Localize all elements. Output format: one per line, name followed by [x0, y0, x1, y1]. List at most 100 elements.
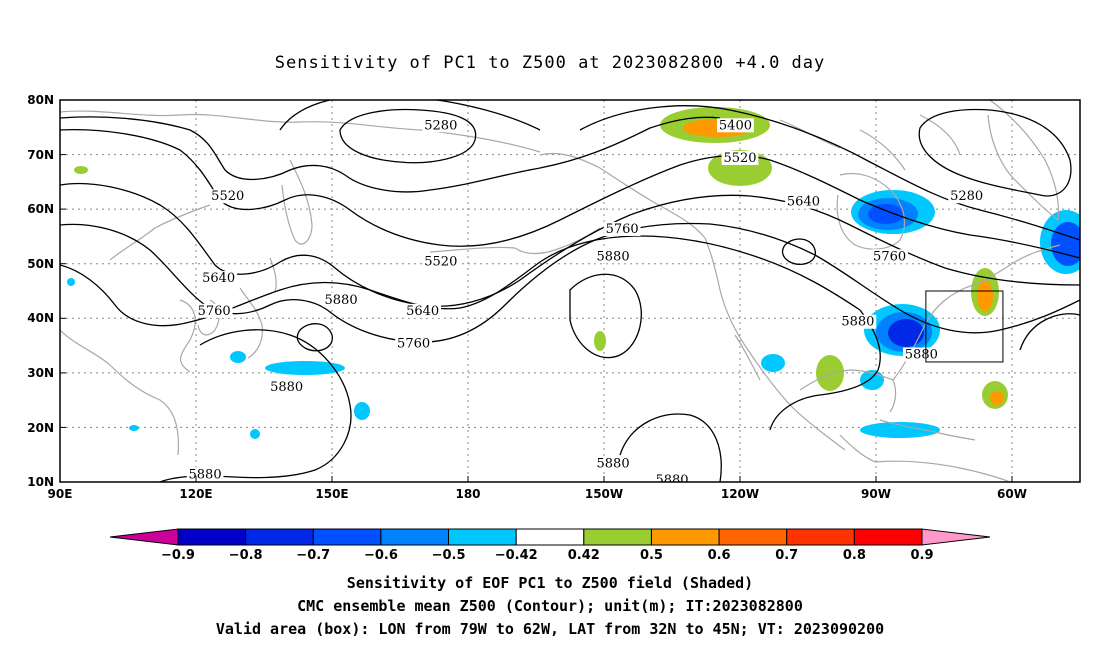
isoline-5760-low [781, 238, 816, 265]
contour-label: 5880 [655, 473, 688, 488]
contour-label: 5640 [406, 304, 439, 319]
colorbar-segment [245, 528, 314, 546]
coast-greenland [987, 100, 1060, 222]
colorbar-label: 0.8 [843, 548, 866, 563]
contour-label-bg [422, 254, 460, 269]
contour-label: 5760 [198, 304, 231, 319]
caption-valid-area: Valid area (box): LON from 79W to 62W, L… [216, 620, 884, 638]
colorbar-label: 0.5 [640, 548, 663, 563]
caption-contour: CMC ensemble mean Z500 (Contour); unit(m… [297, 597, 803, 615]
shade-siberia-pos [74, 166, 88, 174]
contour-label: 5880 [597, 249, 630, 264]
contour-label-bg [603, 221, 641, 236]
contour-label-bg [948, 189, 986, 204]
isoline-5280-east [918, 108, 1072, 197]
lon-label: 90E [48, 487, 73, 501]
contour-label-bg [839, 314, 877, 329]
tick-marks [60, 99, 1013, 482]
contour-label: 5520 [424, 255, 457, 270]
contour-label: 5760 [606, 222, 639, 237]
contour-label: 5640 [202, 271, 235, 286]
colorbar-segment [380, 528, 450, 546]
contour-label-bg [322, 292, 360, 307]
contour-label-bg [422, 118, 460, 133]
contour-label: 5880 [841, 315, 874, 330]
contour-label-bg [594, 456, 632, 471]
contour-label: 5760 [873, 249, 906, 264]
colorbar-label: −0.9 [161, 548, 195, 563]
shade-newengland-pos-core [977, 281, 993, 311]
latitude-labels: 80N 70N 60N 50N 40N 30N 20N 10N [27, 93, 54, 489]
coast-kamchatka [281, 159, 313, 245]
colorbar-high-end [921, 528, 991, 546]
lat-label: 20N [27, 421, 54, 435]
lat-label: 40N [27, 311, 54, 325]
coast-asia-east [60, 204, 211, 456]
shade-pacific-pos [594, 331, 606, 351]
contour-label: 5880 [905, 347, 938, 362]
contour-label: 5760 [397, 337, 430, 352]
colorbar-segment [786, 528, 855, 546]
lon-label: 150E [315, 487, 348, 501]
shade-gulf-pos [816, 355, 844, 391]
contour-label-bg [785, 194, 822, 209]
colorbar-label: 0.42 [568, 548, 600, 563]
longitude-labels: 90E 120E 150E 180 150W 120W 90W 60W [48, 487, 1027, 501]
contour-label-bg [721, 151, 759, 166]
coast-siberia-north [60, 110, 541, 153]
colorbar-label: −0.8 [229, 548, 263, 563]
isoline-5280-low [339, 108, 477, 164]
coast-caribbean [839, 419, 976, 463]
lat-label: 60N [27, 202, 54, 216]
captions: Sensitivity of EOF PC1 to Z500 field (Sh… [216, 574, 884, 638]
colorbar-segment [853, 528, 923, 546]
contour-label: 5400 [719, 118, 752, 133]
shade-wpac-neg5 [129, 425, 139, 431]
coast-aleutians [429, 246, 516, 253]
contour-label: 5280 [950, 189, 983, 204]
lon-label: 120W [721, 487, 759, 501]
colorbar-low-end [109, 528, 179, 546]
lon-label: 60W [997, 487, 1027, 501]
map-panel: 5280 5400 5520 5280 5520 5640 5760 5880 5520 5760… [27, 93, 1081, 501]
colorbar-label: −0.5 [432, 548, 466, 563]
shade-hudson-neg-core2 [868, 204, 904, 224]
contour-label-bg [200, 271, 238, 286]
contour-label-bg [871, 249, 908, 264]
coastlines [60, 100, 1061, 482]
coast-japan [239, 257, 277, 359]
lat-label: 50N [27, 257, 54, 271]
colorbar-segment [448, 528, 517, 546]
contour-label-bg [717, 118, 754, 133]
caption-shaded: Sensitivity of EOF PC1 to Z500 field (Sh… [347, 574, 753, 592]
isoline-arctic-1 [279, 100, 1080, 241]
valid-area-box [925, 290, 1004, 363]
map-frame [59, 99, 1081, 483]
colorbar-label: −0.6 [364, 548, 398, 563]
isoline-5880-small [296, 323, 333, 352]
contour-label: 5880 [270, 380, 303, 395]
shade-wpac-neg [265, 361, 345, 375]
coast-na-east [892, 244, 1061, 381]
contour-label: 5280 [424, 118, 457, 133]
colorbar-segment [177, 528, 247, 546]
contour-label-bg [653, 473, 691, 482]
lat-label: 30N [27, 366, 54, 380]
plot-title: Sensitivity of PC1 to Z500 at 2023082800… [275, 53, 826, 73]
lat-label: 80N [27, 93, 54, 107]
lon-label: 120E [179, 487, 212, 501]
coast-na-west [704, 237, 846, 451]
colorbar-label: −0.42 [495, 548, 538, 563]
colorbar-segment [718, 528, 788, 546]
contour-label-bg [404, 303, 442, 318]
colorbar-segment [515, 528, 585, 546]
shade-china-neg [67, 278, 75, 286]
isoline-5880-atl [1019, 313, 1080, 351]
shade-mexico-neg [761, 354, 785, 372]
colorbar-segment [583, 528, 652, 546]
lat-label: 10N [27, 475, 54, 489]
colorbar-segment [650, 528, 720, 546]
shade-caribbean-neg [860, 422, 940, 438]
contour-label: 5640 [787, 195, 820, 210]
contour-label-bg [209, 189, 247, 204]
